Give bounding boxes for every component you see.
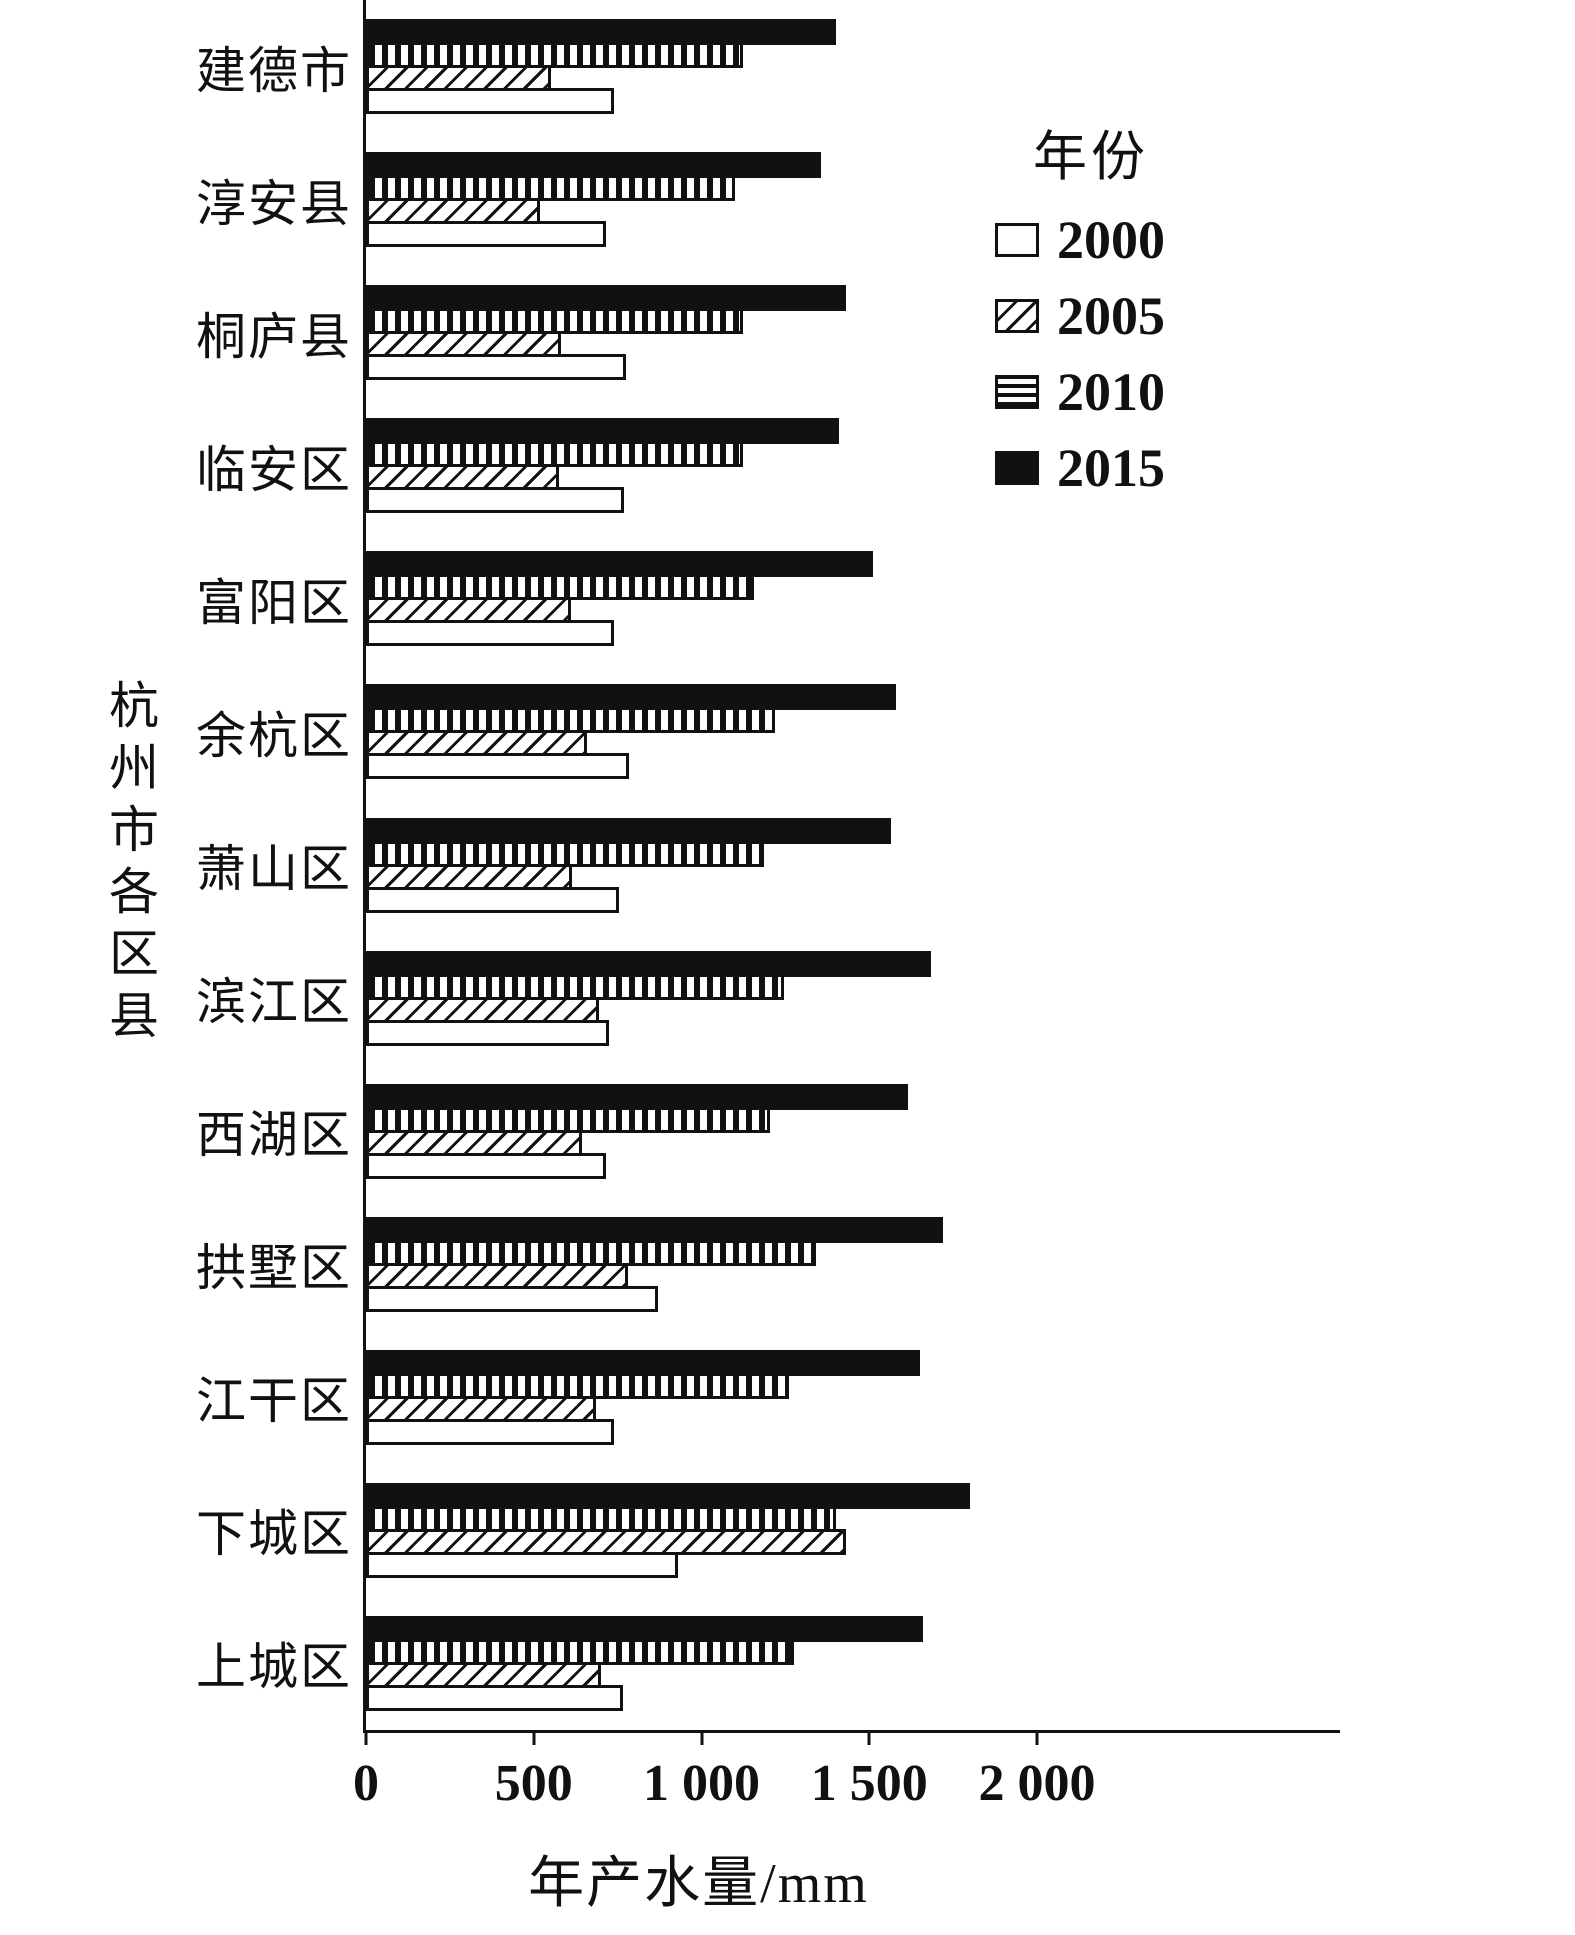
bar-江干区-2005 (366, 1395, 596, 1422)
bar-group-淳安县 (366, 133, 1037, 266)
legend: 年份 2000 2005 2010 2015 (995, 112, 1165, 513)
y-axis-title: 杭州市各区县 (102, 679, 158, 1051)
legend-item-2015: 2015 (995, 437, 1165, 499)
bar-group-余杭区 (366, 665, 1037, 798)
bar-建德市-2015 (366, 19, 836, 46)
bar-group-滨江区 (366, 932, 1037, 1065)
x-tick-500 (532, 1730, 536, 1745)
legend-swatch-2010 (995, 375, 1039, 409)
legend-label-2000: 2000 (1057, 210, 1165, 270)
bar-江干区-2000 (366, 1418, 615, 1445)
bar-萧山区-2000 (366, 886, 620, 913)
category-label-上城区: 上城区 (196, 1639, 352, 1696)
category-label-下城区: 下城区 (196, 1506, 352, 1563)
bar-group-江干区 (366, 1331, 1037, 1464)
legend-item-2010: 2010 (995, 361, 1165, 423)
bar-淳安县-2000 (366, 221, 606, 248)
plot-area: 0 500 1 000 1 500 2 000 (353, 0, 1340, 1812)
x-tick-label-2000: 2 000 (978, 1755, 1096, 1812)
x-tick-0 (364, 1730, 368, 1745)
bar-滨江区-2000 (366, 1019, 610, 1046)
legend-swatch-2005 (995, 299, 1039, 333)
category-label-建德市: 建德市 (196, 42, 352, 99)
category-label-西湖区: 西湖区 (196, 1107, 352, 1164)
legend-swatch-2000 (995, 223, 1039, 257)
category-label-淳安县: 淳安县 (196, 175, 352, 232)
x-axis-title: 年产水量/mm (528, 1853, 869, 1915)
category-label-富阳区: 富阳区 (196, 574, 352, 631)
bar-上城区-2000 (366, 1684, 623, 1711)
bar-建德市-2000 (366, 88, 615, 115)
bar-group-下城区 (366, 1464, 1037, 1597)
bar-group-西湖区 (366, 1065, 1037, 1198)
bar-group-建德市 (366, 0, 1037, 133)
category-label-桐庐县: 桐庐县 (196, 308, 352, 365)
category-label-江干区: 江干区 (196, 1373, 352, 1430)
bar-下城区-2000 (366, 1551, 678, 1578)
bar-富阳区-2000 (366, 620, 615, 647)
x-tick-label-1500: 1 500 (810, 1755, 928, 1812)
legend-swatch-2015 (995, 451, 1039, 485)
legend-label-2015: 2015 (1057, 438, 1165, 498)
legend-label-2005: 2005 (1057, 286, 1165, 346)
category-label-拱墅区: 拱墅区 (196, 1240, 352, 1297)
bars-region (366, 0, 1037, 1730)
category-label-余杭区: 余杭区 (196, 707, 352, 764)
bar-group-拱墅区 (366, 1198, 1037, 1331)
category-label-萧山区: 萧山区 (196, 841, 352, 897)
legend-item-2000: 2000 (995, 209, 1165, 271)
category-label-滨江区: 滨江区 (196, 974, 352, 1031)
bar-余杭区-2000 (366, 753, 630, 780)
category-label-临安区: 临安区 (196, 441, 352, 498)
bar-建德市-2010 (366, 42, 744, 69)
legend-items: 2000 2005 2010 2015 (995, 209, 1165, 499)
bar-临安区-2010 (366, 441, 744, 468)
bar-桐庐县-2000 (366, 354, 626, 381)
x-tick-2000 (1035, 1730, 1039, 1745)
bar-group-萧山区 (366, 798, 1037, 931)
x-tick-label-1000: 1 000 (643, 1755, 760, 1812)
bar-group-富阳区 (366, 532, 1037, 665)
bar-group-临安区 (366, 399, 1037, 532)
bar-萧山区-2015 (366, 817, 892, 844)
x-tick-1500 (867, 1730, 871, 1745)
x-tick-label-500: 500 (494, 1755, 573, 1812)
bar-临安区-2000 (366, 487, 625, 514)
bar-富阳区-2005 (366, 597, 571, 624)
legend-title: 年份 (1033, 127, 1149, 187)
y-axis-category-labels: 建德市淳安县桐庐县临安区富阳区余杭区萧山区滨江区西湖区拱墅区江干区下城区上城区 (130, 0, 352, 1730)
bar-group-桐庐县 (366, 266, 1037, 399)
bar-淳安县-2010 (366, 175, 736, 202)
x-tick-label-0: 0 (353, 1755, 379, 1812)
bar-group-上城区 (366, 1597, 1037, 1730)
bar-西湖区-2000 (366, 1152, 606, 1179)
legend-item-2005: 2005 (995, 285, 1165, 347)
bar-桐庐县-2005 (366, 331, 561, 358)
x-tick-1000 (700, 1730, 703, 1745)
y-axis-title-wrap: 杭州市各区县 (85, 0, 175, 1730)
legend-label-2010: 2010 (1057, 362, 1165, 422)
bar-上城区-2005 (366, 1661, 601, 1688)
bar-拱墅区-2000 (366, 1285, 658, 1312)
